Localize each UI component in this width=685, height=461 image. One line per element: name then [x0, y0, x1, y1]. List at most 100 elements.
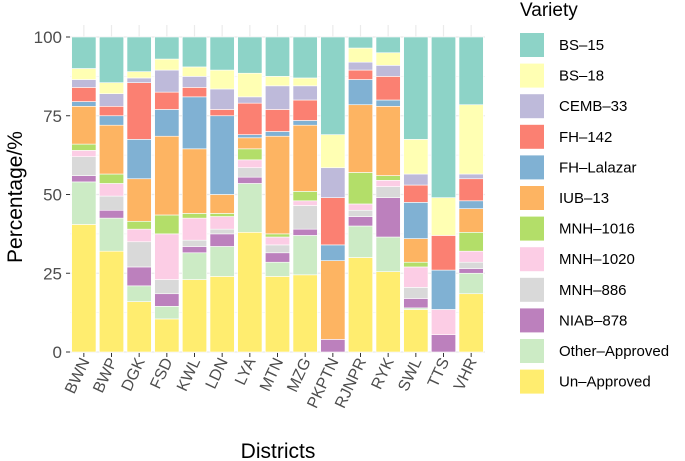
bar-segment: [292, 274, 318, 353]
bar-segment: [126, 266, 152, 287]
bar-segment: [375, 106, 401, 176]
y-tick-label: 100: [34, 28, 62, 47]
bar-segment: [458, 250, 484, 263]
bar-segment: [403, 287, 429, 299]
bar-segment: [154, 58, 180, 71]
bar-segment: [237, 137, 263, 150]
bar-segment: [403, 173, 429, 186]
bar-segment: [348, 47, 373, 63]
bar-segment: [126, 241, 152, 268]
bar-segment: [71, 156, 97, 176]
legend-label: MNH–1020: [559, 251, 635, 268]
bar-segment: [403, 238, 429, 263]
bar-segment: [237, 232, 263, 353]
bar-segment: [375, 99, 401, 107]
bar-segment: [237, 159, 263, 169]
legend-label: FH–142: [559, 129, 612, 146]
bar-segment: [320, 167, 346, 198]
legend-title: Variety: [520, 0, 578, 21]
bar-segment: [182, 148, 207, 214]
y-tick-label: 50: [43, 186, 62, 205]
x-tick-label: BWP: [90, 356, 121, 396]
bar-segment: [126, 228, 152, 243]
bar-segment: [209, 109, 235, 117]
y-tick-label: 75: [43, 107, 62, 126]
bar-segment: [403, 202, 429, 239]
bar-segment: [348, 209, 373, 217]
bar-segment: [348, 225, 373, 258]
bar-segment: [182, 239, 207, 247]
bar-segment: [265, 85, 290, 110]
x-tick-label: VHR: [451, 356, 481, 394]
legend-label: FH–Lalazar: [559, 159, 637, 176]
bar-segment: [458, 208, 484, 233]
bar-segment: [320, 260, 346, 340]
x-tick-label: FSD: [148, 356, 177, 392]
bar-segment: [209, 36, 235, 71]
bar-segment: [237, 134, 263, 139]
bar-segment: [99, 173, 124, 184]
bar-segment: [71, 79, 97, 88]
legend-swatch: [520, 186, 544, 210]
y-tick-label: 25: [43, 264, 62, 283]
bar-segment: [265, 76, 290, 87]
legend-swatch: [520, 124, 544, 149]
bar-segment: [237, 96, 263, 104]
bar-segment: [126, 77, 152, 83]
bar-segment: [209, 213, 235, 217]
bar-segment: [403, 266, 429, 288]
bar-segment: [99, 183, 124, 197]
bar-segment: [71, 175, 97, 183]
bar-segment: [265, 244, 290, 254]
bar-segment: [154, 69, 180, 93]
bar-segment: [403, 36, 429, 140]
bars: [71, 36, 484, 353]
bar-segment: [209, 276, 235, 353]
bar-segment: [126, 139, 152, 180]
bar-segment: [209, 115, 235, 195]
x-tick-label: LYA: [232, 355, 259, 388]
bar-segment: [182, 87, 207, 98]
bar-segment: [126, 178, 152, 222]
bar-segment: [209, 69, 235, 90]
bar-segment: [99, 250, 124, 353]
bar-segment: [209, 88, 235, 110]
bar-segment: [71, 150, 97, 157]
legend-label: Other–Approved: [559, 343, 669, 360]
bar-segment: [99, 82, 124, 95]
bar-segment: [403, 298, 429, 309]
bar-segment: [154, 318, 180, 353]
bar-segment: [126, 36, 152, 72]
legend-swatch: [520, 247, 544, 272]
x-tick-label: KWL: [174, 355, 204, 394]
bar-segment: [292, 85, 318, 101]
bar-segment: [431, 36, 456, 198]
legend-label: Un–Approved: [559, 374, 651, 391]
bar-segment: [348, 104, 373, 173]
bar-segment: [182, 279, 207, 353]
bar-segment: [126, 220, 152, 230]
bar-segment: [375, 36, 401, 54]
bar-segment: [320, 197, 346, 246]
bar-segment: [154, 91, 180, 110]
bar-segment: [431, 269, 456, 310]
bar-segment: [71, 143, 97, 151]
bar-segment: [292, 124, 318, 192]
x-tick-label: MTN: [257, 356, 287, 395]
bar-segment: [403, 309, 429, 353]
bar-segment: [209, 246, 235, 277]
x-tick-label: SWL: [395, 355, 425, 394]
bar-segment: [265, 236, 290, 246]
legend-label: MNH–886: [559, 282, 627, 299]
bar-segment: [237, 148, 263, 161]
bar-segment: [209, 194, 235, 214]
bar-segment: [375, 175, 401, 181]
bar-segment: [320, 134, 346, 169]
bar-segment: [265, 36, 290, 77]
bar-segment: [375, 271, 401, 353]
bar-segment: [375, 186, 401, 198]
bar-segment: [126, 71, 152, 79]
bar-segment: [99, 115, 124, 126]
bar-segment: [348, 216, 373, 227]
